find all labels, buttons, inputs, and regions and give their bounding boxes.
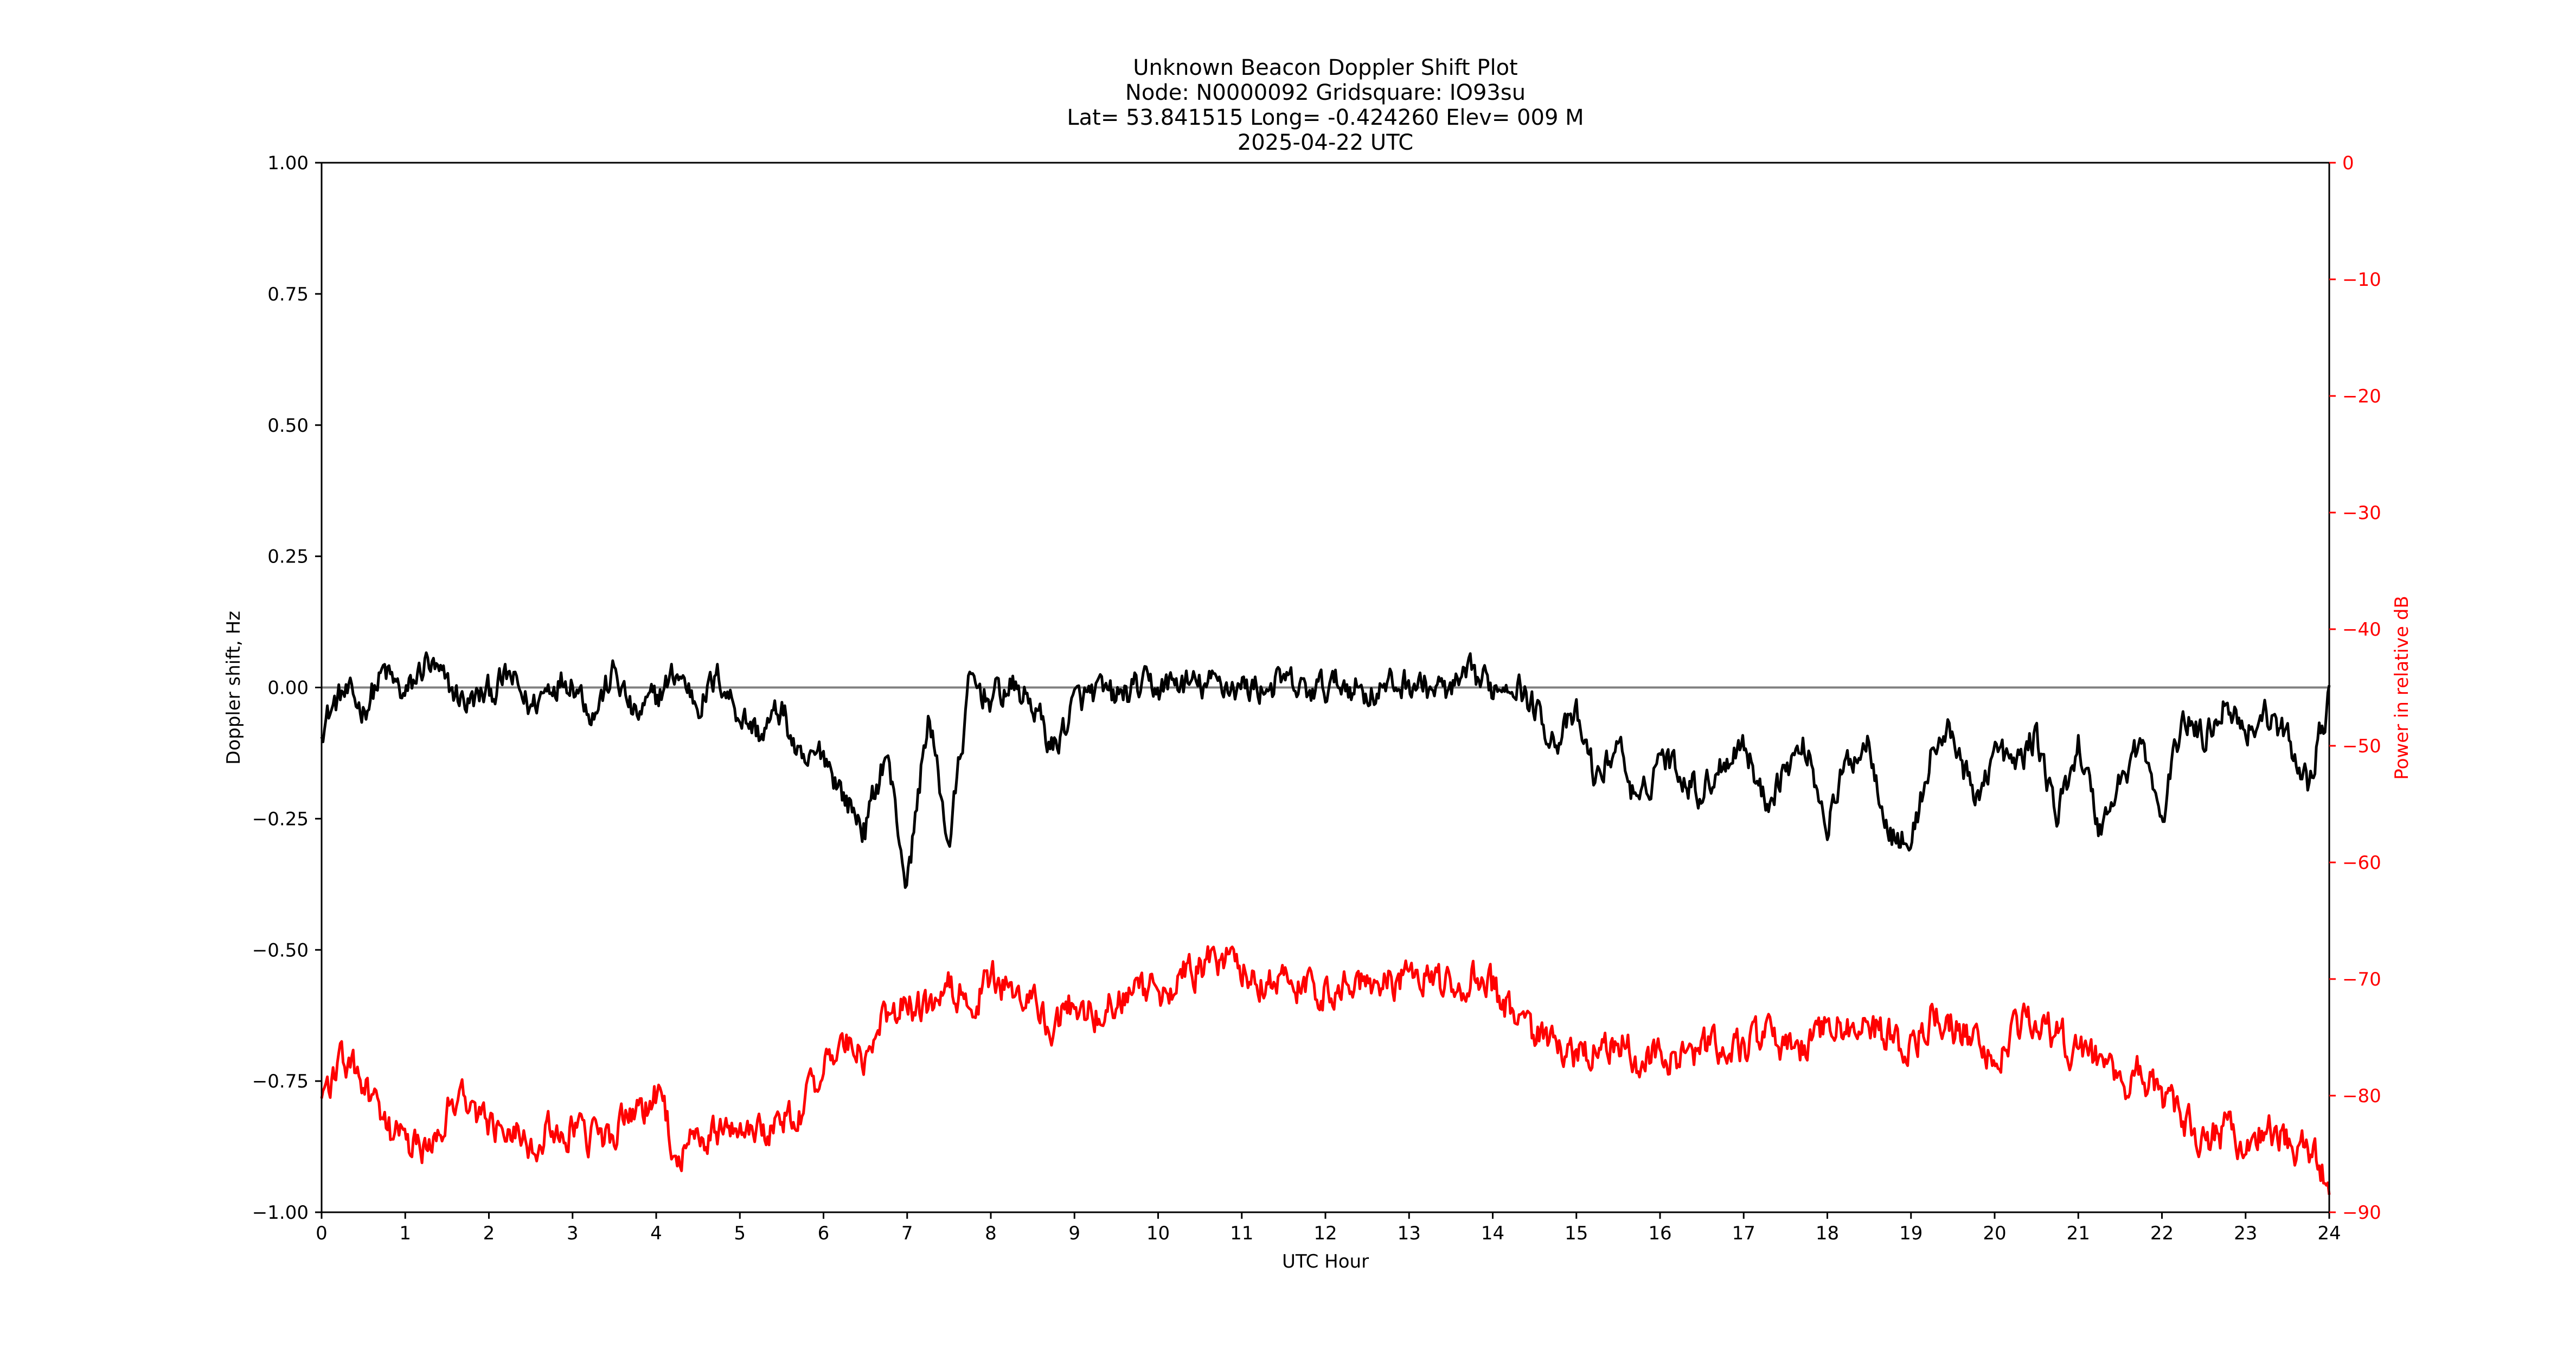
x-tick-label: 17 [1732,1223,1755,1244]
y2-axis-label: Power in relative dB [2391,596,2413,779]
y2-tick-label: −80 [2342,1085,2381,1107]
x-tick-label: 20 [1983,1223,2006,1244]
chart-subtitle-date: 2025-04-22 UTC [1238,130,1413,155]
y2-tick-label: −20 [2342,386,2381,407]
y2-tick-label: −30 [2342,502,2381,524]
x-tick-label: 2 [483,1223,495,1244]
chart-subtitle-node: Node: N0000092 Gridsquare: IO93su [1125,80,1526,105]
y-tick-label: −0.25 [252,808,309,830]
y2-tick-label: −10 [2342,269,2381,291]
y-tick-label: 0.00 [267,677,309,699]
x-tick-label: 14 [1481,1223,1504,1244]
x-axis-ticks: 0 1 2 3 4 5 6 7 8 9 10 11 12 13 14 15 16 17 18 19 20 21 22 23 24 [316,1212,2341,1244]
x-tick-label: 1 [399,1223,411,1244]
x-tick-label: 9 [1068,1223,1080,1244]
x-axis-label: UTC Hour [1282,1251,1369,1272]
chart-subtitle-location: Lat= 53.841515 Long= -0.424260 Elev= 009… [1067,105,1584,130]
y-tick-label: 0.75 [267,284,309,305]
x-tick-label: 11 [1230,1223,1253,1244]
y-tick-label: −0.50 [252,939,309,961]
x-tick-label: 23 [2234,1223,2257,1244]
x-tick-label: 15 [1565,1223,1588,1244]
y2-tick-label: −90 [2342,1202,2381,1224]
x-tick-label: 10 [1146,1223,1170,1244]
x-tick-label: 16 [1648,1223,1671,1244]
x-tick-label: 0 [316,1223,328,1244]
chart-title: Unknown Beacon Doppler Shift Plot [1133,55,1517,80]
y2-tick-label: 0 [2342,152,2354,174]
x-tick-label: 18 [1816,1223,1839,1244]
data-layer [320,651,2331,1195]
x-tick-label: 7 [901,1223,913,1244]
x-tick-label: 21 [2067,1223,2090,1244]
doppler-shift-line [320,651,2331,889]
y2-tick-label: −50 [2342,735,2381,757]
x-tick-label: 19 [1899,1223,1923,1244]
x-tick-label: 3 [567,1223,579,1244]
y-tick-label: 0.25 [267,546,309,568]
y-axis-label: Doppler shift, Hz [223,611,245,765]
x-tick-label: 8 [985,1223,997,1244]
y-tick-label: 0.50 [267,415,309,437]
power-line [320,945,2331,1195]
x-tick-label: 4 [650,1223,662,1244]
y-tick-label: −1.00 [252,1202,309,1224]
x-tick-label: 6 [818,1223,830,1244]
x-tick-label: 13 [1398,1223,1421,1244]
x-tick-label: 24 [2317,1223,2341,1244]
y2-axis-ticks: 0 −10 −20 −30 −40 −50 −60 −70 −80 −90 [2329,152,2381,1224]
y-tick-label: −0.75 [252,1071,309,1092]
y2-tick-label: −70 [2342,969,2381,990]
y-tick-label: 1.00 [267,152,309,174]
x-tick-label: 12 [1313,1223,1337,1244]
y-axis-ticks: 1.00 0.75 0.50 0.25 0.00 −0.25 −0.50 −0.75 −1.00 [252,152,322,1224]
x-tick-label: 5 [734,1223,746,1244]
y2-tick-label: −60 [2342,852,2381,874]
x-tick-label: 22 [2150,1223,2174,1244]
y2-tick-label: −40 [2342,619,2381,641]
